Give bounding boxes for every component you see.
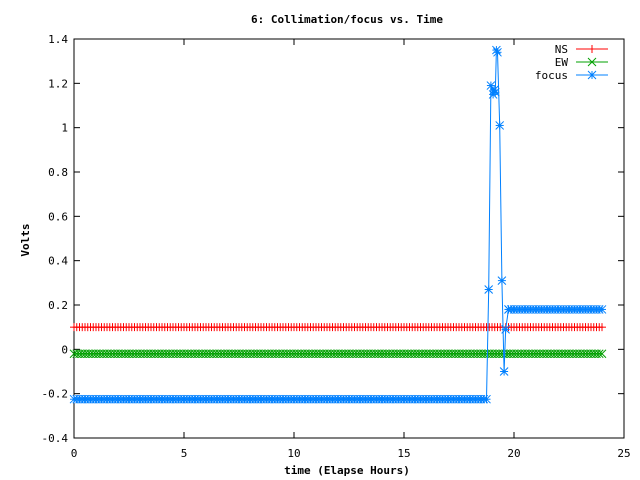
data-point — [501, 325, 510, 334]
x-tick-label: 5 — [181, 447, 188, 460]
y-tick-label: 0.6 — [48, 210, 68, 223]
data-point — [588, 45, 596, 53]
data-point — [499, 367, 509, 376]
data-point — [490, 87, 500, 97]
y-tick-label: 0.8 — [48, 166, 68, 179]
y-tick-label: 1 — [61, 122, 68, 135]
series-focus — [69, 45, 607, 404]
data-point — [587, 57, 597, 67]
series-layer — [69, 45, 607, 404]
data-point — [484, 285, 494, 294]
y-tick-label: -0.4 — [42, 432, 69, 445]
legend-label-focus: focus — [535, 69, 568, 82]
data-point — [597, 305, 607, 314]
data-point — [598, 323, 606, 332]
y-axis-label: Volts — [19, 223, 32, 256]
series-line — [74, 49, 602, 400]
x-tick-label: 0 — [71, 447, 78, 460]
axis-ticks — [73, 38, 625, 439]
plot-frame — [73, 38, 625, 439]
legend-label-NS: NS — [555, 43, 568, 56]
data-point — [495, 121, 505, 130]
y-tick-label: -0.2 — [42, 388, 69, 401]
y-tick-label: 1.4 — [48, 33, 68, 46]
axis-tick-labels: 0 5 10 15 20 25 -0.4 -0.2 0 0.2 0.4 0.6 0.8 1 1.2 1.4 — [42, 33, 631, 460]
chart-title: 6: Collimation/focus vs. Time — [251, 13, 443, 26]
x-tick-label: 25 — [617, 447, 630, 460]
x-tick-label: 10 — [287, 447, 300, 460]
plot-border — [73, 38, 625, 439]
y-tick-label: 1.2 — [48, 77, 68, 90]
data-point — [486, 81, 496, 90]
data-point — [482, 394, 491, 404]
series-NS — [70, 323, 606, 332]
x-tick-label: 20 — [507, 447, 520, 460]
x-tick-label: 15 — [397, 447, 410, 460]
data-point — [594, 349, 604, 359]
data-point — [497, 276, 507, 285]
legend-label-EW: EW — [555, 56, 569, 69]
data-point — [493, 47, 502, 57]
data-point — [597, 349, 607, 359]
y-tick-label: 0 — [61, 343, 68, 356]
y-tick-label: 0.4 — [48, 255, 68, 268]
series-EW — [69, 349, 607, 359]
data-point — [587, 70, 597, 80]
y-tick-label: 0.2 — [48, 299, 68, 312]
x-axis-label: time (Elapse Hours) — [284, 464, 410, 477]
